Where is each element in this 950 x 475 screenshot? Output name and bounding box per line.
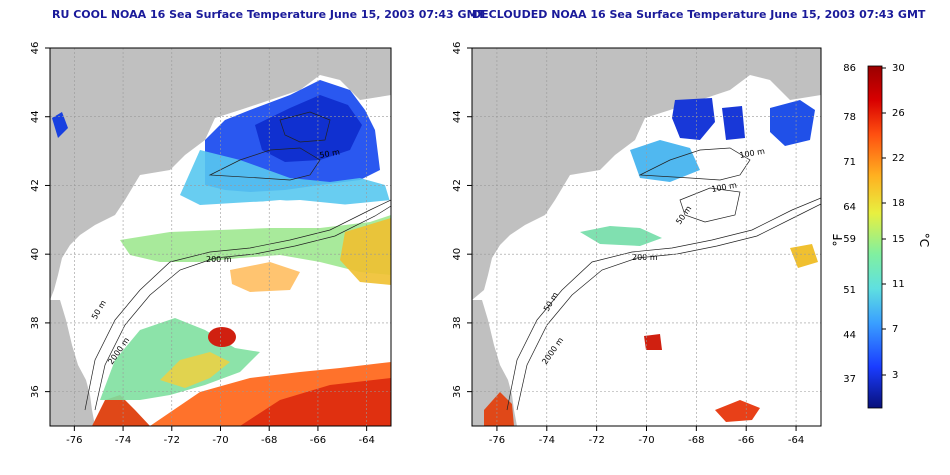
celsius-tick-label: 30 xyxy=(892,63,905,74)
y-tick-label: 38 xyxy=(30,317,41,330)
sst-warm-south xyxy=(715,400,760,422)
temperature-colorbar: 86 78 71 64 59 51 44 37 30 26 22 18 15 11 7 3 °F °C xyxy=(831,63,931,409)
sst-yellow-east xyxy=(790,244,818,268)
sst-cold-north xyxy=(770,100,815,146)
grid-lines xyxy=(50,47,391,426)
y-tick-label: 42 xyxy=(452,179,463,192)
y-tick-label: 46 xyxy=(452,42,463,55)
celsius-tick-label: 15 xyxy=(892,234,905,245)
celsius-tick-label: 18 xyxy=(892,198,905,209)
land-coast xyxy=(472,300,517,426)
celsius-tick-label: 7 xyxy=(892,324,898,335)
y-tick-label: 40 xyxy=(452,248,463,261)
x-tick-label: -66 xyxy=(310,435,326,446)
sst-red-eddy xyxy=(644,334,662,350)
x-tick-label: -72 xyxy=(164,435,180,446)
sst-cold-north xyxy=(672,98,715,140)
celsius-tick-label: 11 xyxy=(892,279,905,290)
fahrenheit-tick-label: 78 xyxy=(843,112,856,123)
y-tick-label: 36 xyxy=(30,385,41,398)
celsius-tick-label: 3 xyxy=(892,370,898,381)
x-tick-label: -76 xyxy=(66,435,82,446)
sst-red-eddy xyxy=(208,327,236,347)
axis-ticks: -76 -74 -72 -70 -68 -66 -64 36 38 40 42 44 46 xyxy=(30,42,375,446)
x-tick-label: -68 xyxy=(261,435,277,446)
x-tick-label: -70 xyxy=(638,435,654,446)
sst-hot-south xyxy=(240,378,391,426)
colorbar-ticks: 86 78 71 64 59 51 44 37 30 26 22 18 15 11 7 3 xyxy=(843,63,904,385)
sst-cold-north xyxy=(722,106,745,140)
land-north xyxy=(472,48,821,300)
y-tick-label: 44 xyxy=(452,110,463,123)
fahrenheit-tick-label: 71 xyxy=(843,157,856,168)
x-tick-label: -76 xyxy=(489,435,505,446)
sst-yellow-east xyxy=(340,218,391,285)
sst-warm-west xyxy=(92,395,150,426)
fahrenheit-tick-label: 44 xyxy=(843,330,856,341)
fahrenheit-tick-label: 51 xyxy=(843,285,856,296)
y-tick-label: 46 xyxy=(30,42,41,55)
bathymetry-contours xyxy=(84,111,391,411)
x-tick-label: -74 xyxy=(539,435,555,446)
y-tick-label: 44 xyxy=(30,110,41,123)
celsius-tick-label: 22 xyxy=(892,153,905,164)
x-tick-label: -64 xyxy=(358,435,374,446)
sst-yellow-south xyxy=(160,352,230,388)
contour-label: 100 m xyxy=(711,181,738,194)
y-tick-label: 38 xyxy=(452,317,463,330)
y-tick-label: 36 xyxy=(452,385,463,398)
axis-ticks: -76 -74 -72 -70 -68 -66 -64 36 38 40 42 44 46 xyxy=(452,42,804,446)
x-tick-label: -74 xyxy=(115,435,131,446)
sst-mixed-south xyxy=(100,318,260,400)
grid-lines xyxy=(472,47,821,426)
fahrenheit-tick-label: 37 xyxy=(843,374,856,385)
fahrenheit-tick-label: 86 xyxy=(843,63,856,74)
contour-label: 200 m xyxy=(206,255,232,264)
x-tick-label: -66 xyxy=(738,435,754,446)
bathymetry-contours xyxy=(506,147,821,411)
fahrenheit-tick-label: 64 xyxy=(843,202,856,213)
x-tick-label: -64 xyxy=(788,435,804,446)
celsius-unit-label: °C xyxy=(917,233,931,247)
left-map-panel: 50 m 200 m 50 m 2000 m -76 -74 -72 -70 -68 -6… xyxy=(30,42,392,446)
land-north xyxy=(50,48,391,300)
y-tick-label: 42 xyxy=(30,179,41,192)
land-coast xyxy=(50,300,95,426)
contour-label: 100 m xyxy=(739,147,766,160)
colorbar-ramp xyxy=(867,65,883,409)
x-tick-label: -70 xyxy=(212,435,228,446)
sst-shelf-band xyxy=(120,215,391,275)
fahrenheit-unit-label: °F xyxy=(831,233,845,246)
sst-coldest xyxy=(255,95,362,162)
sst-patch-center xyxy=(230,262,300,292)
left-map-title: RU COOL NOAA 16 Sea Surface Temperature … xyxy=(52,8,486,21)
contour-label: 200 m xyxy=(632,253,658,262)
x-tick-label: -72 xyxy=(588,435,604,446)
celsius-tick-label: 26 xyxy=(892,108,905,119)
right-map-panel: 100 m 100 m 50 m 200 m 50 m 2000 m -76 -7… xyxy=(452,42,822,446)
sst-warm-west xyxy=(484,392,514,426)
cloud-streak xyxy=(150,200,391,228)
sst-shelf-band xyxy=(580,226,662,246)
y-tick-label: 40 xyxy=(30,248,41,261)
right-map-title: DECLOUDED NOAA 16 Sea Surface Temperatur… xyxy=(472,8,926,21)
contour-label: 50 m xyxy=(319,148,341,160)
x-tick-label: -68 xyxy=(688,435,704,446)
sst-blue-patch xyxy=(52,112,68,138)
fahrenheit-tick-label: 59 xyxy=(843,234,856,245)
